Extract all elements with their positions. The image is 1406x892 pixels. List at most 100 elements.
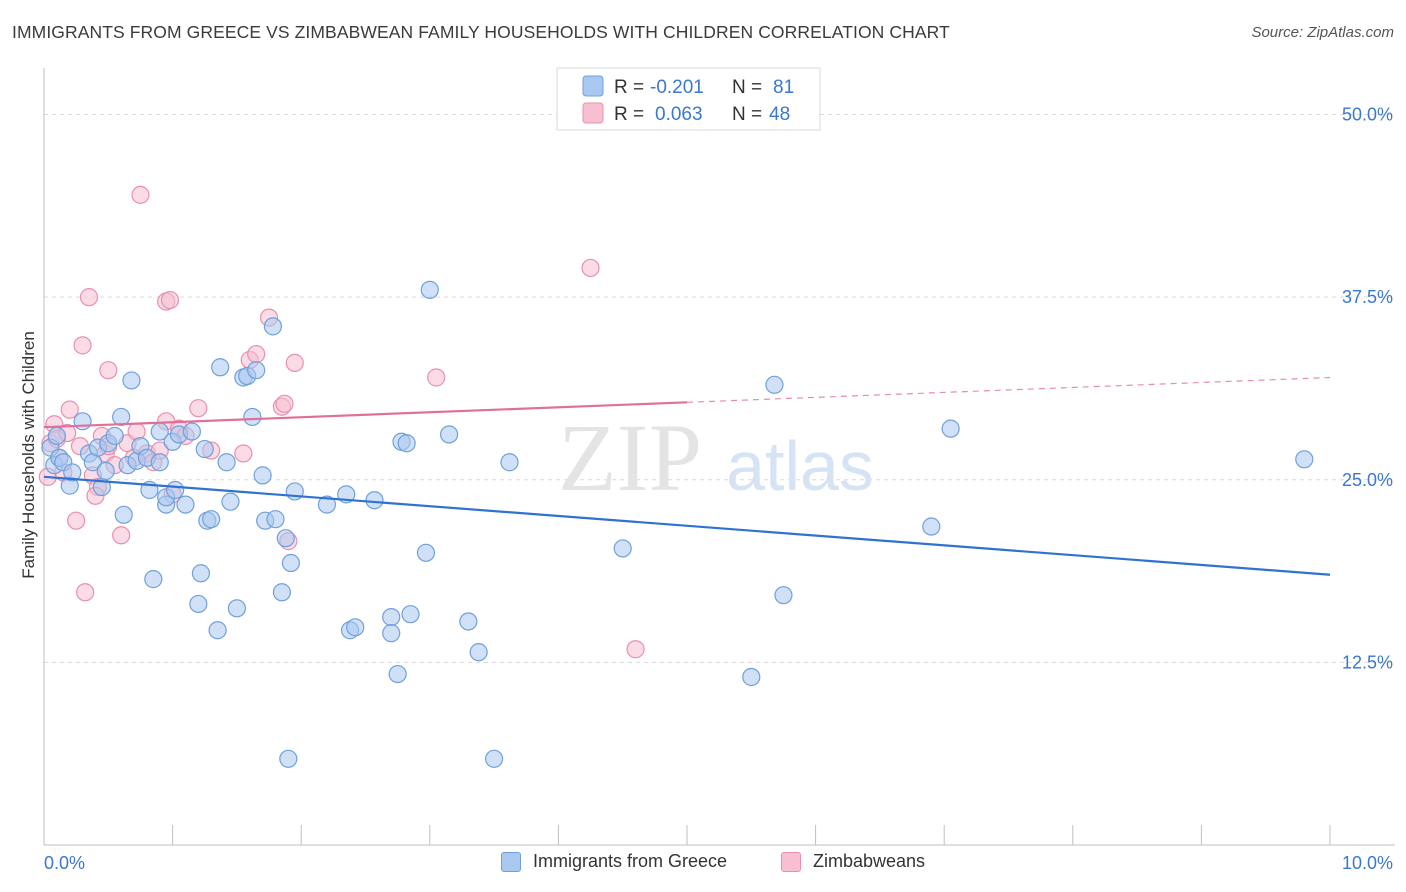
greece-point — [388, 664, 407, 684]
y-tick-label: 37.5% — [1342, 287, 1393, 307]
legend-swatch-blue — [501, 851, 521, 872]
zimbabwean-point — [76, 583, 95, 602]
zimbabweans-points — [38, 185, 645, 659]
greece-point — [742, 667, 761, 687]
gridlines — [44, 114, 1395, 663]
greece-point — [266, 510, 285, 529]
greece-point — [365, 491, 384, 510]
greece-point — [420, 280, 439, 299]
zimbabwean-point — [285, 353, 304, 372]
tick-labels: 12.5% 25.0% 37.5% 50.0% 0.0% 10.0% — [44, 105, 1393, 873]
zimbabwean-point — [131, 185, 150, 204]
zimbabwean-point — [73, 336, 92, 355]
greece-point — [276, 529, 295, 548]
chart-title: IMMIGRANTS FROM GREECE VS ZIMBABWEAN FAM… — [12, 22, 950, 42]
greece-point — [202, 510, 221, 529]
greece-point — [416, 543, 436, 562]
greece-point — [765, 375, 784, 394]
greece-point — [469, 643, 488, 662]
zimbabwean-point — [427, 368, 446, 387]
greece-point — [941, 419, 960, 438]
greece-point — [189, 594, 208, 614]
correlation-legend: R = -0.201 N = 81 R = 0.063 N = 48 — [556, 67, 821, 131]
zimbabwean-trend-line — [43, 401, 688, 429]
zimbabwean-point — [275, 394, 294, 413]
greece-point — [122, 371, 141, 390]
y-tick-label: 50.0% — [1342, 105, 1393, 125]
legend-r-label: R = — [614, 77, 644, 98]
greece-point — [112, 407, 131, 427]
series-legend: Immigrants from Greece Zimbabweans — [0, 851, 1406, 879]
zimbabwean-point — [247, 345, 266, 364]
greece-point — [500, 453, 519, 472]
trend-lines — [43, 376, 1331, 576]
watermark-zip: ZIP — [558, 404, 702, 511]
legend-n-label: N = — [732, 104, 762, 125]
greece-point — [459, 612, 478, 631]
zimbabwean-point — [67, 511, 86, 530]
watermark: ZIP atlas — [558, 404, 874, 511]
legend-swatch-pink — [781, 851, 801, 872]
greece-point — [221, 492, 240, 511]
greece-point — [176, 495, 195, 514]
greece-point — [263, 317, 283, 336]
legend-label: Zimbabweans — [813, 851, 926, 871]
x-tick-label: 10.0% — [1342, 853, 1393, 873]
source-credit: Source: ZipAtlas.com — [1251, 24, 1394, 41]
legend-n-label: N = — [732, 77, 762, 98]
greece-point — [401, 605, 420, 624]
x-tick-label: 0.0% — [44, 853, 85, 873]
zimbabwean-point — [160, 290, 180, 310]
greece-point — [144, 570, 163, 589]
legend-swatch-pink — [582, 102, 604, 124]
y-tick-label: 25.0% — [1342, 470, 1393, 490]
greece-point — [243, 407, 262, 427]
legend-n-value: 48 — [769, 104, 790, 125]
legend-r-value: -0.201 — [650, 77, 704, 98]
greece-point — [382, 607, 401, 627]
zimbabwean-point — [99, 361, 118, 380]
greece-point — [382, 624, 401, 643]
greece-point — [613, 539, 632, 558]
greece-trend-line — [43, 475, 1331, 576]
legend-item-greece: Immigrants from Greece — [501, 851, 727, 872]
greece-point — [217, 453, 236, 472]
greece-point — [166, 480, 185, 500]
legend-n-value: 81 — [773, 77, 794, 98]
legend-label: Immigrants from Greece — [533, 851, 728, 871]
greece-point — [922, 517, 941, 536]
greece-point — [346, 618, 365, 637]
legend-r-label: R = — [614, 104, 644, 125]
y-axis-label: Family Households with Children — [19, 331, 38, 579]
greece-point — [182, 422, 201, 441]
legend-item-zimbabweans: Zimbabweans — [781, 851, 925, 872]
greece-point — [195, 439, 214, 459]
zimbabwean-point — [112, 526, 131, 545]
zimbabwean-point — [189, 399, 208, 418]
greece-point — [397, 434, 416, 453]
watermark-atlas: atlas — [726, 427, 874, 505]
greece-point — [191, 564, 210, 583]
greece-point — [247, 361, 266, 380]
greece-point — [227, 599, 246, 618]
greece-point — [114, 505, 133, 524]
greece-point — [272, 583, 292, 602]
zimbabwean-point — [60, 400, 79, 419]
greece-point — [317, 495, 337, 514]
greece-point — [1295, 450, 1314, 469]
legend-swatch-blue — [582, 75, 604, 97]
greece-point — [253, 466, 272, 485]
legend-r-value: 0.063 — [655, 104, 703, 125]
greece-point — [279, 749, 298, 768]
greece-point — [485, 749, 504, 768]
greece-point — [439, 425, 459, 444]
axes — [43, 68, 1395, 846]
zimbabwean-point — [581, 258, 600, 278]
zimbabwean-trend-line-dashed — [686, 376, 1331, 403]
greece-point — [208, 621, 227, 640]
zimbabwean-point — [626, 640, 645, 659]
greece-point — [73, 412, 92, 431]
greece-points — [41, 280, 1314, 768]
greece-point — [211, 358, 230, 377]
